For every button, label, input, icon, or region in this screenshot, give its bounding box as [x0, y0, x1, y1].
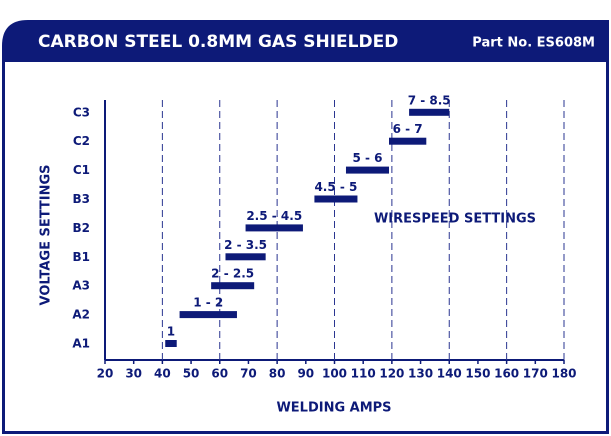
bar: [245, 224, 303, 232]
x-tick-label: 140: [437, 367, 462, 381]
y-tick-label: C3: [73, 105, 90, 119]
x-tick-label: 20: [97, 367, 114, 381]
x-tick-label: 90: [297, 367, 314, 381]
x-tick-label: 150: [465, 367, 490, 381]
x-tick-label: 70: [240, 367, 257, 381]
x-axis-label: WELDING AMPS: [276, 401, 391, 416]
y-tick-label: B1: [73, 250, 91, 264]
bar: [389, 137, 427, 145]
y-tick-label: C1: [73, 163, 90, 177]
bar-label: 5 - 6: [352, 151, 382, 165]
y-tick-label: A2: [72, 308, 90, 322]
bar-label: 6 - 7: [393, 122, 423, 136]
bar-label: 4.5 - 5: [314, 180, 357, 194]
bar-label: 1: [167, 325, 175, 339]
bar-label: 1 - 2: [193, 296, 223, 310]
annotation: WIRESPEED SETTINGS: [374, 212, 536, 227]
bar: [211, 282, 255, 290]
x-tick-label: 50: [183, 367, 200, 381]
x-tick-label: 120: [379, 367, 404, 381]
chart-title: CARBON STEEL 0.8MM GAS SHIELDED: [38, 32, 398, 52]
y-tick-label: A1: [72, 337, 90, 351]
x-tick-label: 130: [408, 367, 433, 381]
bar: [225, 253, 266, 261]
y-tick-label: A3: [72, 279, 90, 293]
bar-label: 7 - 8.5: [408, 93, 451, 107]
bar: [165, 340, 177, 347]
bar-label: 2 - 2.5: [211, 267, 254, 281]
x-tick-label: 80: [269, 367, 286, 381]
x-tick-label: 30: [125, 367, 142, 381]
x-tick-label: 160: [494, 367, 519, 381]
bar: [345, 166, 390, 174]
y-axis-label: VOLTAGE SETTINGS: [39, 164, 54, 305]
bar: [179, 311, 237, 319]
x-tick-label: 60: [211, 367, 228, 381]
x-tick-label: 100: [322, 367, 347, 381]
y-tick-label: B3: [73, 192, 91, 206]
y-tick-label: B2: [73, 221, 91, 235]
x-tick-label: 110: [351, 367, 376, 381]
part-number: Part No. ES608M: [472, 36, 595, 51]
x-tick-label: 180: [551, 367, 576, 381]
bar-label: 2.5 - 4.5: [246, 209, 302, 223]
x-tick-label: 40: [154, 367, 171, 381]
y-tick-label: C2: [73, 134, 90, 148]
bar: [314, 195, 358, 203]
x-tick-label: 170: [523, 367, 548, 381]
bar: [409, 108, 450, 116]
bar-label: 2 - 3.5: [224, 238, 267, 252]
